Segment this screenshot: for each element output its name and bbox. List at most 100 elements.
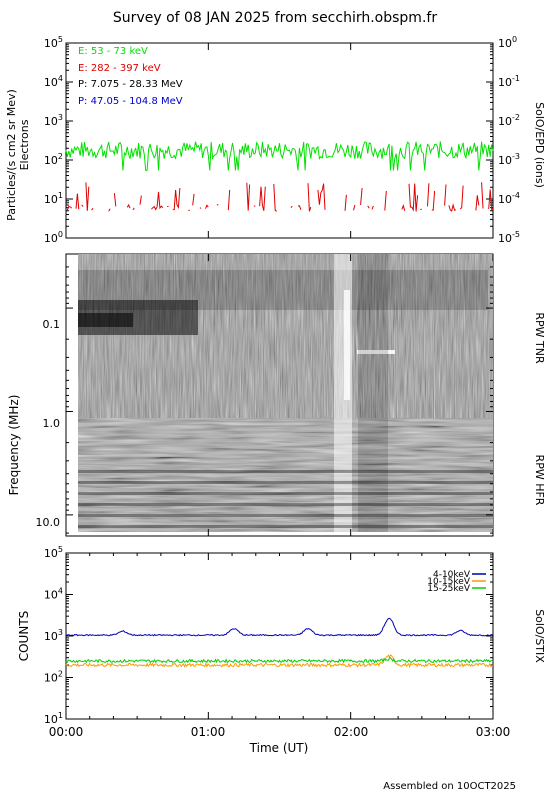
epd-ytick-label-right: 10-4 [498,191,520,206]
rpw-axis-ticks [65,254,494,536]
electrons-high-segment [139,195,142,205]
epd-ytick-label-right: 10-5 [498,230,520,245]
epd-axis-ticks [65,42,494,239]
rpw-features [78,254,493,532]
epd-ytick-label-right: 10-2 [498,113,520,128]
page-title: Survey of 08 JAN 2025 from secchirh.obsp… [112,10,438,26]
electrons-high-segment [66,205,73,211]
epd-ylabel: Particles/(s cm2 sr Mev) [5,89,18,221]
rpw-tnr-label: RPW TNR [533,312,546,364]
electrons-high-segment [371,205,374,210]
electrons-high-segment [307,183,312,212]
stix-ytick-labels: 101 102 103 104 105 [44,545,63,726]
electrons-high-segment [444,184,447,206]
electrons-high-segment [151,191,164,211]
hfr-dark-stripe [78,514,493,517]
legend-stix-10-15: 10-15keV [427,577,471,587]
epd-ytick-label: 101 [44,191,63,206]
electrons-high-segment [192,193,195,206]
tnr-upper-band [78,270,488,310]
stix-ytick-label: 103 [44,628,63,643]
electrons-high-segment [420,208,422,211]
electrons-high-segment [132,207,135,211]
electrons-high-segment [126,203,131,209]
legend-electrons-high: E: 282 - 397 keV [78,63,161,74]
electrons-high-segment [297,205,302,210]
rpw-bright-streak [344,290,350,400]
rpw-panel: 0.1 1.0 10.0 Frequency (MHz) RPW TNR RPW… [7,253,546,537]
electrons-high-segment [488,189,494,211]
stix-ytick-label: 104 [44,587,63,602]
hfr-dark-stripe [78,492,493,495]
rpw-hfr-label: RPW HFR [533,455,546,506]
electrons-high-segment [75,193,80,210]
series-stix-15-25keV [65,657,494,664]
series-stix-4-10keV [65,617,494,637]
electrons-high-segment [259,186,266,211]
epd-frame [65,42,494,239]
epd-ytick-label: 104 [44,74,63,89]
epd-ytick-label: 100 [44,230,63,245]
legend-stix-4-10: 4-10keV [433,570,471,580]
series-stix-10-15keV [65,654,494,669]
electrons-high-segment [273,183,278,212]
electrons-high-segment [246,182,251,211]
epd-ytick-labels-right: 10-5 10-4 10-3 10-2 10-1 100 [498,35,520,245]
electrons-high-segment [205,204,209,209]
rpw-ytick-10.0: 10.0 [36,516,61,529]
epd-ytick-label-right: 10-3 [498,152,520,167]
epd-panel: E: 53 - 73 keV E: 282 - 397 keV P: 7.075… [5,35,546,245]
epd-ytick-label: 105 [44,35,63,50]
tnr-spectrogram [78,254,493,418]
epd-ylabel-electrons: Electrons [18,119,31,170]
electrons-high-segment [367,205,370,209]
electrons-high-segment [108,208,111,212]
stix-ylabel-right: SolO/STIX [533,609,546,663]
electrons-high-segment [85,182,90,211]
rpw-ylabel: Frequency (MHz) [7,395,21,496]
tnr-bright-line [357,350,395,354]
assembled-footer: Assembled on 10OCT2025 [383,781,516,792]
hfr-spectrogram [78,418,493,532]
xtick-0100: 01:00 [191,725,226,739]
stix-axis-ticks [65,552,494,720]
rpw-ytick-1.0: 1.0 [43,417,61,430]
epd-ytick-label: 102 [44,152,63,167]
hfr-dark-stripe [78,525,493,528]
electrons-high-segment [172,187,181,211]
electrons-high-segment [384,190,387,211]
stix-xlabel: Time (UT) [249,741,309,755]
electrons-high-segment [290,205,293,208]
rpw-dark-column [358,254,388,532]
electrons-high-segment [91,207,94,211]
stix-ytick-label: 102 [44,670,63,685]
electrons-high-segment [344,194,347,211]
electrons-high-segment [360,188,363,206]
xtick-0000: 00:00 [49,725,84,739]
rpw-ytick-0.1: 0.1 [43,318,61,331]
electrons-high-segment [427,183,430,207]
epd-ytick-label-right: 10-1 [498,74,520,89]
stix-panel: 4-10keV 10-15keV 15-25keV COUNTS SolO/ST… [17,545,546,755]
hfr-dark-stripe [78,470,493,473]
xtick-0300: 03:00 [476,725,511,739]
electrons-high-segment [401,203,406,212]
series-electrons-53-73 [65,141,494,171]
stix-ytick-label: 105 [44,545,63,560]
tnr-dark-patch [78,313,133,327]
electrons-high-segment [113,193,117,207]
electrons-high-segment [227,189,231,211]
hfr-dark-stripe [78,503,493,506]
epd-ytick-labels-left: 100 101 102 103 104 105 [44,35,63,245]
electrons-high-segment [431,190,436,211]
epd-ytick-label: 103 [44,113,63,128]
epd-ytick-label-right: 100 [498,35,517,50]
electrons-high-segment [475,195,480,211]
electrons-high-segment [459,185,464,210]
series-electrons-282-397 [66,182,494,212]
epd-ylabel-right: SolO/EPD (ions) [533,102,546,188]
electrons-high-segment [353,204,356,211]
electrons-high-segment [481,182,484,209]
electrons-high-segment [81,204,84,207]
xtick-0200: 02:00 [334,725,369,739]
